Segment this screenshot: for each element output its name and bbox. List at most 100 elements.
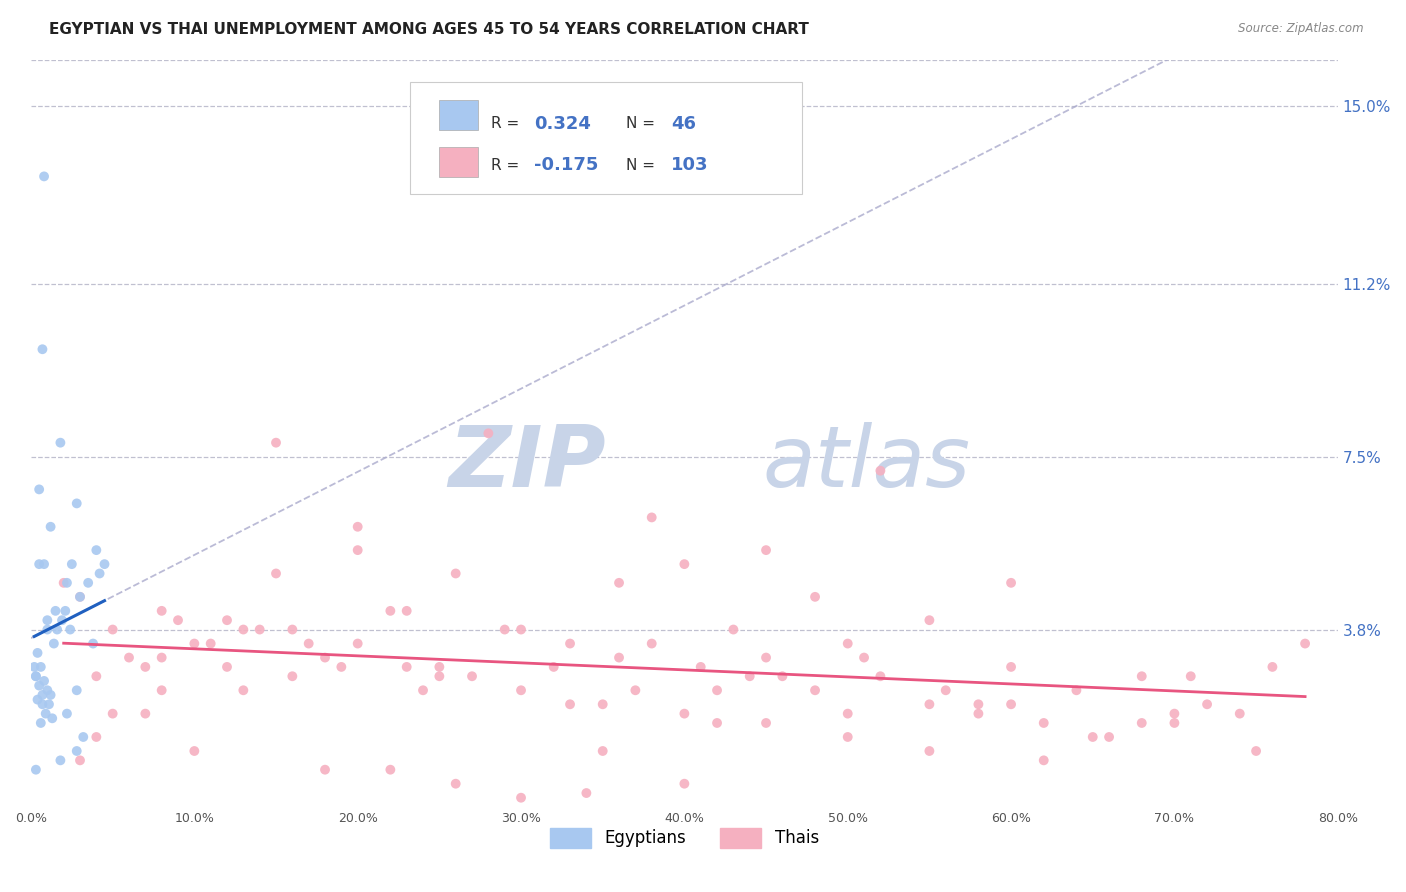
Point: [89, 566, 111, 581]
Point: [1180, 669, 1202, 683]
Point: [510, 790, 533, 805]
Point: [150, 683, 173, 698]
Point: [56, 575, 79, 590]
Point: [38, 698, 60, 712]
Point: [755, 650, 778, 665]
Point: [624, 683, 647, 698]
Point: [1294, 636, 1316, 650]
Point: [30, 660, 52, 674]
Point: [44, 604, 66, 618]
Point: [755, 716, 778, 731]
Point: [510, 683, 533, 698]
Point: [215, 613, 238, 627]
Point: [150, 604, 173, 618]
Point: [86, 730, 108, 744]
Point: [1098, 730, 1121, 744]
Point: [31, 343, 53, 357]
Point: [967, 698, 990, 712]
Point: [330, 660, 353, 674]
Point: [52, 575, 75, 590]
Point: [770, 669, 793, 683]
Point: [1066, 683, 1088, 698]
Point: [543, 660, 565, 674]
Point: [264, 435, 287, 450]
Point: [118, 650, 141, 665]
Point: [804, 683, 827, 698]
Point: [575, 786, 598, 800]
Point: [167, 613, 190, 627]
Point: [314, 650, 336, 665]
Point: [46, 623, 69, 637]
Point: [86, 543, 108, 558]
Point: [1000, 660, 1022, 674]
Point: [41, 711, 63, 725]
Point: [1261, 660, 1284, 674]
Point: [494, 623, 516, 637]
Point: [150, 650, 173, 665]
Point: [25, 763, 48, 777]
Text: 46: 46: [671, 114, 696, 133]
Point: [869, 669, 891, 683]
Point: [22, 660, 45, 674]
Point: [918, 613, 941, 627]
Point: [134, 660, 156, 674]
Point: [30, 716, 52, 731]
Point: [412, 683, 434, 698]
Text: 0.324: 0.324: [534, 114, 591, 133]
Point: [607, 575, 630, 590]
Text: N =: N =: [626, 158, 655, 173]
Point: [380, 604, 402, 618]
Point: [39, 688, 62, 702]
Text: R =: R =: [491, 116, 519, 131]
Point: [1000, 575, 1022, 590]
Point: [49, 435, 72, 450]
Point: [264, 566, 287, 581]
Point: [592, 698, 614, 712]
Point: [869, 464, 891, 478]
Text: atlas: atlas: [763, 422, 970, 505]
Point: [86, 669, 108, 683]
Point: [56, 706, 79, 721]
Point: [51, 613, 73, 627]
Point: [853, 650, 876, 665]
Point: [49, 753, 72, 767]
Point: [77, 575, 100, 590]
Legend: Egyptians, Thais: Egyptians, Thais: [543, 822, 825, 855]
Point: [1000, 698, 1022, 712]
Point: [37, 623, 59, 637]
Point: [39, 520, 62, 534]
Point: [32, 169, 55, 184]
Point: [935, 683, 957, 698]
Point: [346, 543, 368, 558]
Point: [66, 744, 89, 758]
Point: [28, 679, 51, 693]
Point: [558, 636, 581, 650]
Point: [101, 706, 124, 721]
Bar: [439, 101, 478, 130]
Point: [31, 688, 53, 702]
Point: [346, 520, 368, 534]
Point: [53, 604, 76, 618]
Text: -0.175: -0.175: [534, 156, 599, 174]
Point: [641, 636, 664, 650]
Point: [427, 669, 450, 683]
Point: [461, 669, 484, 683]
Point: [27, 692, 49, 706]
Point: [69, 590, 91, 604]
Point: [444, 566, 467, 581]
Point: [395, 604, 418, 618]
Point: [31, 698, 53, 712]
Point: [28, 483, 51, 497]
Point: [25, 669, 48, 683]
Point: [42, 636, 65, 650]
Point: [673, 557, 696, 571]
Point: [837, 706, 859, 721]
Point: [200, 636, 222, 650]
Point: [804, 590, 827, 604]
Point: [723, 623, 745, 637]
Point: [510, 623, 533, 637]
Point: [60, 557, 83, 571]
Point: [380, 763, 402, 777]
Point: [69, 590, 91, 604]
Point: [183, 636, 205, 650]
